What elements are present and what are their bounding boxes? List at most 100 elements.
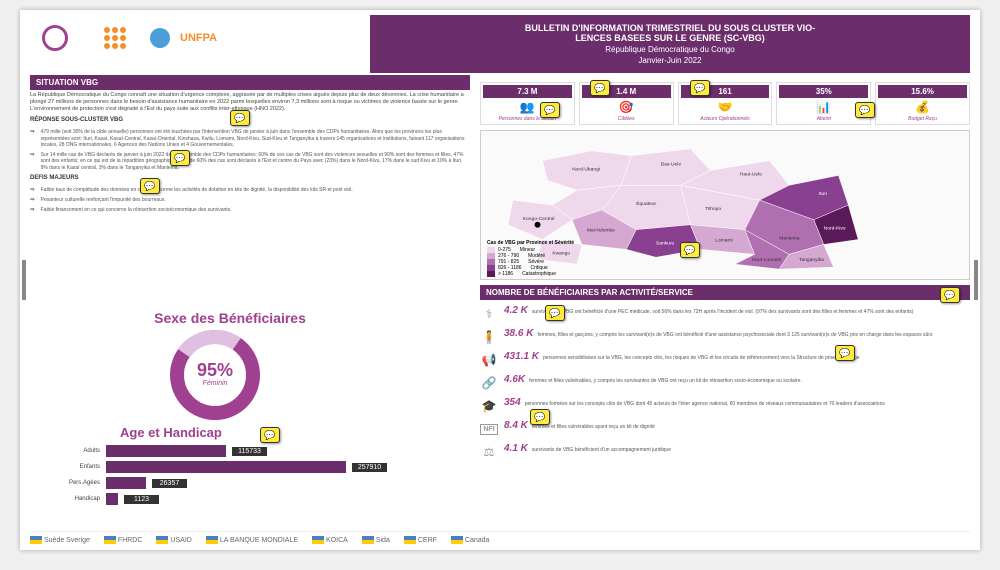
title-line1: BULLETIN D'INFORMATION TRIMESTRIEL DU SO… — [382, 23, 958, 33]
comment-icon[interactable] — [170, 150, 190, 166]
benef-value: 8.4 K — [504, 420, 528, 431]
donor-logo: USAID — [156, 536, 191, 544]
situation-header: SITUATION VBG — [30, 75, 470, 90]
bar-fill — [106, 477, 146, 489]
benef-icon: 📢 — [480, 351, 498, 369]
cluster-logo-icon — [30, 20, 80, 55]
un-logo-icon — [150, 28, 170, 48]
benef-icon: 🧍 — [480, 328, 498, 346]
stat-label: Acteurs Opérationnels — [681, 116, 770, 122]
benef-icon: 🔗 — [480, 374, 498, 392]
comment-icon[interactable] — [690, 80, 710, 96]
bar-value: 115733 — [232, 447, 267, 456]
svg-text:Nord-Kivu: Nord-Kivu — [824, 226, 846, 232]
dots-logo-icon — [90, 20, 140, 55]
bar-row: Handicap 1123 — [50, 493, 450, 505]
benef-desc: femmes et filles vulnérables, y compris … — [529, 378, 802, 384]
defi-item: ⇒Pesanteur culturelle renforçant l'impun… — [30, 197, 470, 204]
svg-text:Mai-Ndombe: Mai-Ndombe — [587, 228, 615, 234]
comment-icon[interactable] — [230, 110, 250, 126]
flag-icon — [312, 536, 324, 544]
comment-icon[interactable] — [260, 427, 280, 443]
scroll-handle-left[interactable] — [22, 260, 26, 300]
bar-value: 1123 — [124, 495, 159, 504]
svg-text:Sankuru: Sankuru — [656, 240, 675, 246]
comment-icon[interactable] — [855, 102, 875, 118]
benef-desc: survivants de VBG ont bénéficié d'une PE… — [532, 309, 914, 315]
comment-icon[interactable] — [530, 409, 550, 425]
flag-icon — [30, 536, 42, 544]
donor-logo: CERF — [404, 536, 437, 544]
donor-logo: LA BANQUE MONDIALE — [206, 536, 298, 544]
comment-icon[interactable] — [940, 287, 960, 303]
benef-icon: NFI — [480, 420, 498, 438]
svg-text:Lomami: Lomami — [715, 238, 733, 244]
arrow-icon: ⇒ — [30, 129, 35, 149]
situation-para: La République Démocratique du Congo conn… — [30, 92, 470, 113]
donors-row: Suède SverigeFHRDCUSAIDLA BANQUE MONDIAL… — [30, 531, 970, 544]
comment-icon[interactable] — [540, 102, 560, 118]
legend-swatch — [487, 271, 495, 277]
svg-text:Kongo-Central: Kongo-Central — [523, 216, 555, 222]
comment-icon[interactable] — [590, 80, 610, 96]
svg-text:Haut-Lomami: Haut-Lomami — [752, 257, 782, 263]
benef-value: 38.6 K — [504, 328, 533, 339]
bar-value: 257910 — [352, 463, 387, 472]
bar-row: Pers.Agées 26357 — [50, 477, 450, 489]
benef-icon: ⚖ — [480, 443, 498, 461]
svg-text:Ituri: Ituri — [819, 191, 827, 197]
subtitle: République Démocratique du Congo — [382, 45, 958, 54]
bar-row: Adults 115733 — [50, 445, 450, 457]
title-line2: LENCES BASEES SUR LE GENRE (SC-VBG) — [382, 33, 958, 43]
stat-card: 7.3 M 👥 Personnes dans le besoin — [480, 82, 575, 125]
stat-icon: 🎯 — [582, 98, 671, 116]
map-box: Nord-Ubangi Bas-Uele Haut-Uele Ituri Nor… — [480, 130, 970, 280]
svg-text:Bas-Uele: Bas-Uele — [661, 162, 682, 168]
donor-logo: Sida — [362, 536, 390, 544]
benef-desc: femmes, filles et garçons, y compris les… — [537, 332, 932, 338]
situation-body: La République Démocratique du Congo conn… — [30, 92, 470, 214]
benef-desc: survivants de VBG bénéficient d'un accom… — [532, 447, 671, 453]
benef-item: 🎓 354personnes formées sur les concepts … — [480, 397, 970, 415]
defi-item: ⇒Faible financement en ce qui concerne l… — [30, 207, 470, 214]
bar-fill — [106, 461, 346, 473]
donor-logo: FHRDC — [104, 536, 143, 544]
donor-logo: KOICA — [312, 536, 348, 544]
bar-row: Enfants 257910 — [50, 461, 450, 473]
defis-sub: DEFIS MAJEURS — [30, 175, 470, 183]
stat-icon: 🤝 — [681, 98, 770, 116]
benef-desc: personnes formées sur les concepts clés … — [525, 401, 885, 407]
bar-value: 26357 — [152, 479, 187, 488]
comment-icon[interactable] — [140, 178, 160, 194]
flag-icon — [451, 536, 463, 544]
comment-icon[interactable] — [835, 345, 855, 361]
donut-chart: 95% Féminin — [170, 330, 260, 420]
response-item: ⇒Sur 14 mille cas de VBG déclarés de jan… — [30, 152, 470, 172]
logo-row: UNFPA — [30, 20, 217, 55]
benef-value: 4.2 K — [504, 305, 528, 316]
stat-num: 15.6% — [878, 85, 967, 98]
response-sub: RÉPONSE SOUS-CLUSTER VBG — [30, 117, 470, 125]
arrow-icon: ⇒ — [30, 187, 35, 194]
stat-icon: 💰 — [878, 98, 967, 116]
sexe-title: Sexe des Bénéficiaires — [80, 310, 380, 326]
age-bars: Adults 115733 Enfants 257910 Pers.Agées 26… — [50, 445, 450, 509]
benef-item: 📢 431.1 Kpersonnes sensibilisées sur la … — [480, 351, 970, 369]
donor-logo: Canada — [451, 536, 490, 544]
response-item: ⇒479 mille (soit 30% de la cible annuell… — [30, 129, 470, 149]
benef-desc: femmes et filles vulnérables ayant reçu … — [532, 424, 655, 430]
comment-icon[interactable] — [545, 305, 565, 321]
scroll-handle-right[interactable] — [974, 260, 978, 300]
arrow-icon: ⇒ — [30, 207, 35, 214]
comment-icon[interactable] — [680, 242, 700, 258]
bar-label: Handicap — [50, 496, 100, 502]
svg-text:Tanganyika: Tanganyika — [799, 257, 824, 263]
beneficiaries-header: NOMBRE DE BÉNÉFICIAIRES PAR ACTIVITÉ/SER… — [480, 285, 970, 300]
donut-pct: 95% — [170, 360, 260, 381]
arrow-icon: ⇒ — [30, 152, 35, 172]
bar-label: Adults — [50, 448, 100, 454]
flag-icon — [156, 536, 168, 544]
bar-fill — [106, 445, 226, 457]
benef-item: NFI 8.4 K femmes et filles vulnérables ay… — [480, 420, 970, 438]
flag-icon — [362, 536, 374, 544]
